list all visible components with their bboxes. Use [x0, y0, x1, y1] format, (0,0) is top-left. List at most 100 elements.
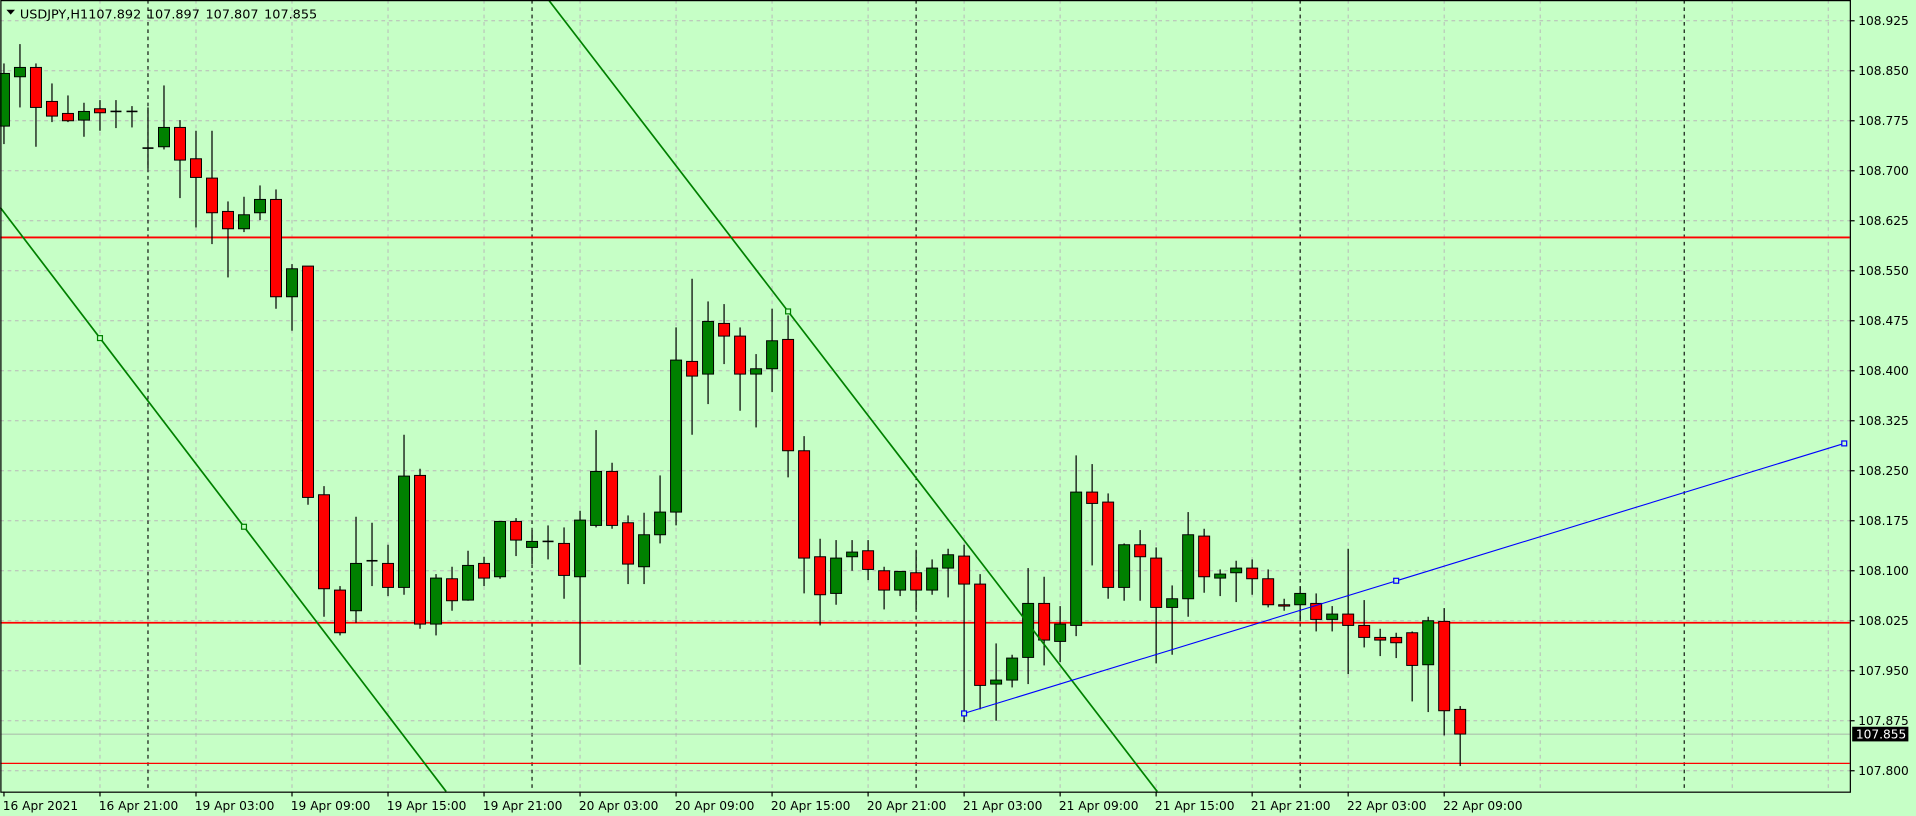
candle-body-bear	[1038, 602, 1051, 641]
candle	[1230, 560, 1243, 603]
candle	[622, 515, 635, 585]
trendline-anchor-handle[interactable]	[785, 308, 792, 315]
candle	[1006, 654, 1019, 688]
time-axis[interactable]: 16 Apr 2021 16 Apr 21:00 19 Apr 03:00 19 Ap…	[3, 791, 1523, 813]
candle-body-bull	[654, 511, 667, 536]
candle-body-bull	[590, 470, 603, 526]
time-tick-label: 21 Apr 21:00	[1251, 799, 1331, 813]
current-price-label: 107.855	[1856, 727, 1906, 741]
candle	[1310, 593, 1323, 632]
candle-body-bear	[910, 572, 923, 591]
dropdown-triangle-icon[interactable]	[6, 9, 15, 15]
candle	[77, 102, 90, 137]
trendline-anchor-handle[interactable]	[961, 710, 968, 717]
candle-body-bull	[1118, 544, 1131, 588]
candle	[222, 201, 234, 278]
candle-body-bear	[414, 474, 427, 625]
candle	[878, 566, 891, 610]
candle	[1054, 606, 1067, 663]
price-tick-label: 107.800	[1858, 764, 1908, 778]
candle	[302, 265, 314, 505]
candle	[1358, 600, 1371, 648]
close-value: 107.855	[264, 7, 317, 22]
trendline[interactable]	[0, 206, 447, 793]
price-tick-label: 108.700	[1858, 164, 1908, 178]
candle-body-bear	[382, 562, 395, 588]
candle-body-bull	[830, 557, 843, 594]
candle	[190, 130, 202, 228]
candle-body-bull	[462, 564, 475, 601]
candle	[350, 516, 363, 623]
time-tick-label: 22 Apr 03:00	[1347, 799, 1427, 813]
candle-body-bear	[93, 108, 106, 114]
candle-body-bear	[190, 158, 202, 178]
price-axis[interactable]: 108.925 108.850 108.775 108.700 108.625 108.5…	[1849, 14, 1909, 778]
candle	[670, 327, 683, 526]
candle-body-bull	[750, 368, 763, 375]
candle	[558, 527, 571, 599]
symbol-label: USDJPY,H1	[20, 7, 88, 22]
plot-border	[0, 0, 1851, 793]
candle-body-bear	[1262, 578, 1275, 606]
trendlines[interactable]	[0, 0, 1848, 793]
candle	[942, 548, 955, 598]
horizontal-lines[interactable]	[0, 236, 1850, 765]
candle	[1150, 547, 1163, 664]
candle-body-bear	[510, 520, 523, 541]
time-tick-label: 19 Apr 03:00	[195, 799, 275, 813]
candle	[830, 540, 843, 605]
trendline-anchor-handle[interactable]	[96, 335, 104, 342]
candle-body-bear	[61, 112, 74, 122]
low-value: 107.807	[206, 7, 259, 22]
candle-body-bear	[958, 555, 971, 585]
candle-body-bear	[174, 126, 186, 161]
time-tick-label: 16 Apr 21:00	[99, 799, 179, 813]
candle-body-bull	[1070, 491, 1083, 626]
trendline-segment[interactable]	[0, 206, 447, 793]
candle	[1326, 606, 1339, 632]
candle	[334, 586, 347, 636]
candle-body-bull	[13, 66, 26, 78]
trendline-anchor-handle[interactable]	[1841, 440, 1848, 447]
open-value: 107.892	[88, 7, 141, 22]
candle	[1134, 530, 1147, 601]
candle	[782, 315, 795, 478]
price-tick-label: 108.400	[1858, 364, 1908, 378]
trendline[interactable]	[547, 0, 1158, 793]
trendline-anchor-handle[interactable]	[240, 523, 248, 530]
candle-body-bear	[318, 494, 330, 590]
candle-body-bear	[1374, 636, 1387, 641]
candle-body-bull	[238, 214, 250, 230]
time-tick-label: 21 Apr 09:00	[1059, 799, 1139, 813]
candle-body-bear	[1246, 567, 1259, 580]
candle-body-bear	[1198, 535, 1211, 578]
candle-body-bull	[1422, 620, 1435, 666]
candle	[254, 185, 266, 221]
candle	[590, 430, 603, 528]
price-tick-label: 107.875	[1858, 714, 1908, 728]
candle-body-bear	[718, 322, 731, 337]
trendline-anchor-handle[interactable]	[1393, 577, 1400, 584]
candle-body-bull	[766, 340, 779, 370]
candle-body-bull	[254, 198, 266, 214]
candle	[862, 540, 875, 581]
candle	[718, 304, 731, 365]
candle-body-bull	[638, 534, 651, 568]
candle	[238, 196, 250, 233]
candle	[1262, 569, 1275, 608]
candle	[990, 643, 1003, 721]
price-tick-label: 108.325	[1858, 414, 1908, 428]
candle	[1118, 543, 1131, 601]
trendline[interactable]	[961, 440, 1848, 717]
trendline-segment[interactable]	[963, 442, 1845, 714]
candle-body-bear	[622, 522, 635, 565]
trendline-segment[interactable]	[547, 0, 1158, 793]
candle	[93, 100, 106, 131]
candle-body-bear	[878, 570, 891, 591]
candle-body-bull	[526, 540, 539, 548]
current-price-marker	[1852, 726, 1909, 742]
candle	[286, 264, 298, 331]
candle-body-bull	[1214, 573, 1227, 579]
candle	[206, 130, 218, 245]
